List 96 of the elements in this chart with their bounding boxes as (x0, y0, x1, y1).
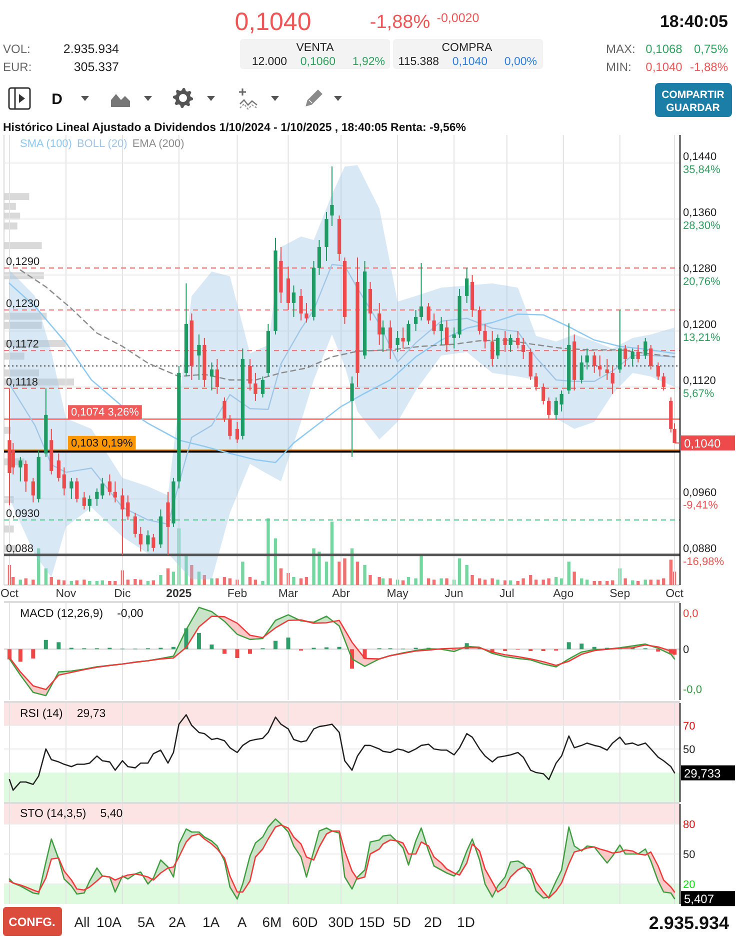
x-tick-label: Sep (610, 588, 630, 600)
y-tick-label: 0,0960 (683, 486, 717, 499)
ref-line-label: 0,1172 (6, 338, 39, 351)
text: COMPARTIR (662, 89, 725, 101)
text: -1,88% (370, 12, 430, 33)
x-tick-label: Feb (227, 588, 248, 600)
text: 1D (457, 914, 475, 930)
x-tick-label: May (386, 588, 409, 600)
x-tick-label: Mar (278, 588, 298, 600)
y-tick-label: 0,1360 (683, 206, 717, 219)
text: BOLL (20) (76, 138, 128, 150)
x-tick-label: Jun (444, 588, 464, 600)
data-label: 5,407 (684, 892, 714, 906)
text: 6M (262, 914, 282, 930)
ref-line-label: 0,088 (6, 542, 34, 555)
text: D (52, 91, 63, 108)
text: 1,92% (352, 56, 385, 68)
text: 1A (202, 914, 220, 930)
chart-subtitle: -0,00 (117, 608, 144, 620)
y-tick-label: 0,1120 (683, 374, 716, 387)
text: 0,1040 (646, 60, 683, 74)
text: 305.337 (74, 60, 120, 74)
x-tick-label: Nov (56, 588, 76, 600)
ref-line-label: 0,1230 (6, 298, 40, 310)
y-tick-label: 50 (683, 849, 696, 861)
text: 15D (359, 914, 385, 930)
x-tick-label: Jul (500, 588, 514, 600)
text: 0,0 (683, 608, 698, 620)
y2-tick-label: 35,84% (683, 164, 721, 176)
y-tick-label: 0,0880 (683, 542, 717, 555)
text: 2D (424, 914, 442, 930)
text: 0,1040 (452, 56, 488, 68)
y-tick-label: 0,1200 (683, 318, 717, 331)
y-tick-label: 0,1440 (683, 150, 717, 163)
text: EUR: (3, 60, 32, 74)
text: MAX: (606, 42, 636, 56)
text: A (237, 914, 248, 930)
chart-title: RSI (14) (20, 708, 63, 720)
text: CONFG. (8, 915, 56, 929)
text: 10A (96, 914, 122, 930)
text: COMPRA (442, 42, 493, 54)
y-tick-label: 70 (683, 720, 696, 732)
chart-subtitle: 29,73 (76, 708, 106, 720)
x-tick-label: Oct (666, 588, 684, 600)
y-tick-label: 80 (683, 819, 696, 831)
text: 0,1040 (234, 8, 312, 36)
y2-tick-label: -9,41% (683, 500, 718, 512)
text: SMA (100) (20, 138, 72, 150)
text: VENTA (296, 42, 334, 54)
text: 0,75% (694, 42, 728, 56)
x-tick-label: 2025 (166, 588, 192, 600)
text: GUARDAR (666, 102, 720, 114)
text: 2.935.934 (648, 913, 729, 933)
x-tick-label: Dic (114, 588, 131, 600)
chart-title: STO (14,3,5) (20, 808, 86, 820)
y2-tick-label: 13,21% (683, 332, 721, 344)
chart-subtitle: 5,40 (100, 808, 123, 820)
annotation: 0,1040 (684, 436, 722, 450)
ref-line-label: 0,1118 (6, 376, 38, 388)
chart-title: MACD (12,26,9) (20, 608, 104, 620)
chart-title: Histórico Lineal Ajustado a Dividendos 1/10/2024 - 1/10/2025 , 18:40:05 Renta: -9,56% (3, 122, 466, 134)
y-tick-label: 20 (683, 879, 696, 891)
text: 115.388 (398, 56, 439, 68)
text: 12.000 (252, 56, 287, 68)
ref-line-label: 0,1074 3,26% (71, 406, 140, 419)
text: -0,0 (683, 684, 702, 696)
ref-line-label: 0,1290 (6, 256, 40, 268)
text: All (74, 914, 90, 930)
text: 18:40:05 (660, 12, 728, 31)
text: 0,00% (504, 56, 537, 68)
text: 30D (328, 914, 354, 930)
x-tick-label: Oct (0, 588, 20, 600)
text: -1,88% (690, 60, 728, 74)
text: 5D (393, 914, 411, 930)
x-tick-label: Ago (553, 588, 574, 600)
text: 0,1068 (646, 42, 683, 56)
y2-tick-label: 20,76% (683, 276, 721, 288)
y-tick-label: 50 (683, 744, 696, 756)
y2-tick-label: 28,30% (683, 220, 721, 232)
ref-line-label: 0,103 0,19% (71, 437, 133, 450)
text: EMA (200) (132, 138, 184, 150)
text: 2A (168, 914, 186, 930)
text: VOL: (3, 42, 30, 56)
text: 0,1060 (300, 56, 336, 68)
y-tick-label: 0,1280 (683, 262, 717, 275)
text: MIN: (606, 60, 632, 74)
text: 2.935.934 (63, 42, 120, 56)
text: 0 (683, 644, 690, 656)
data-label: 29,733 (684, 766, 722, 780)
text: 5A (137, 914, 156, 930)
y2-tick-label: 5,67% (683, 388, 714, 400)
ref-line-label: 0,0930 (6, 508, 40, 520)
text: -0,0020 (436, 11, 480, 25)
x-tick-label: Abr (332, 588, 350, 600)
text: 60D (292, 914, 318, 930)
y2-tick-label: -16,98% (683, 556, 724, 568)
